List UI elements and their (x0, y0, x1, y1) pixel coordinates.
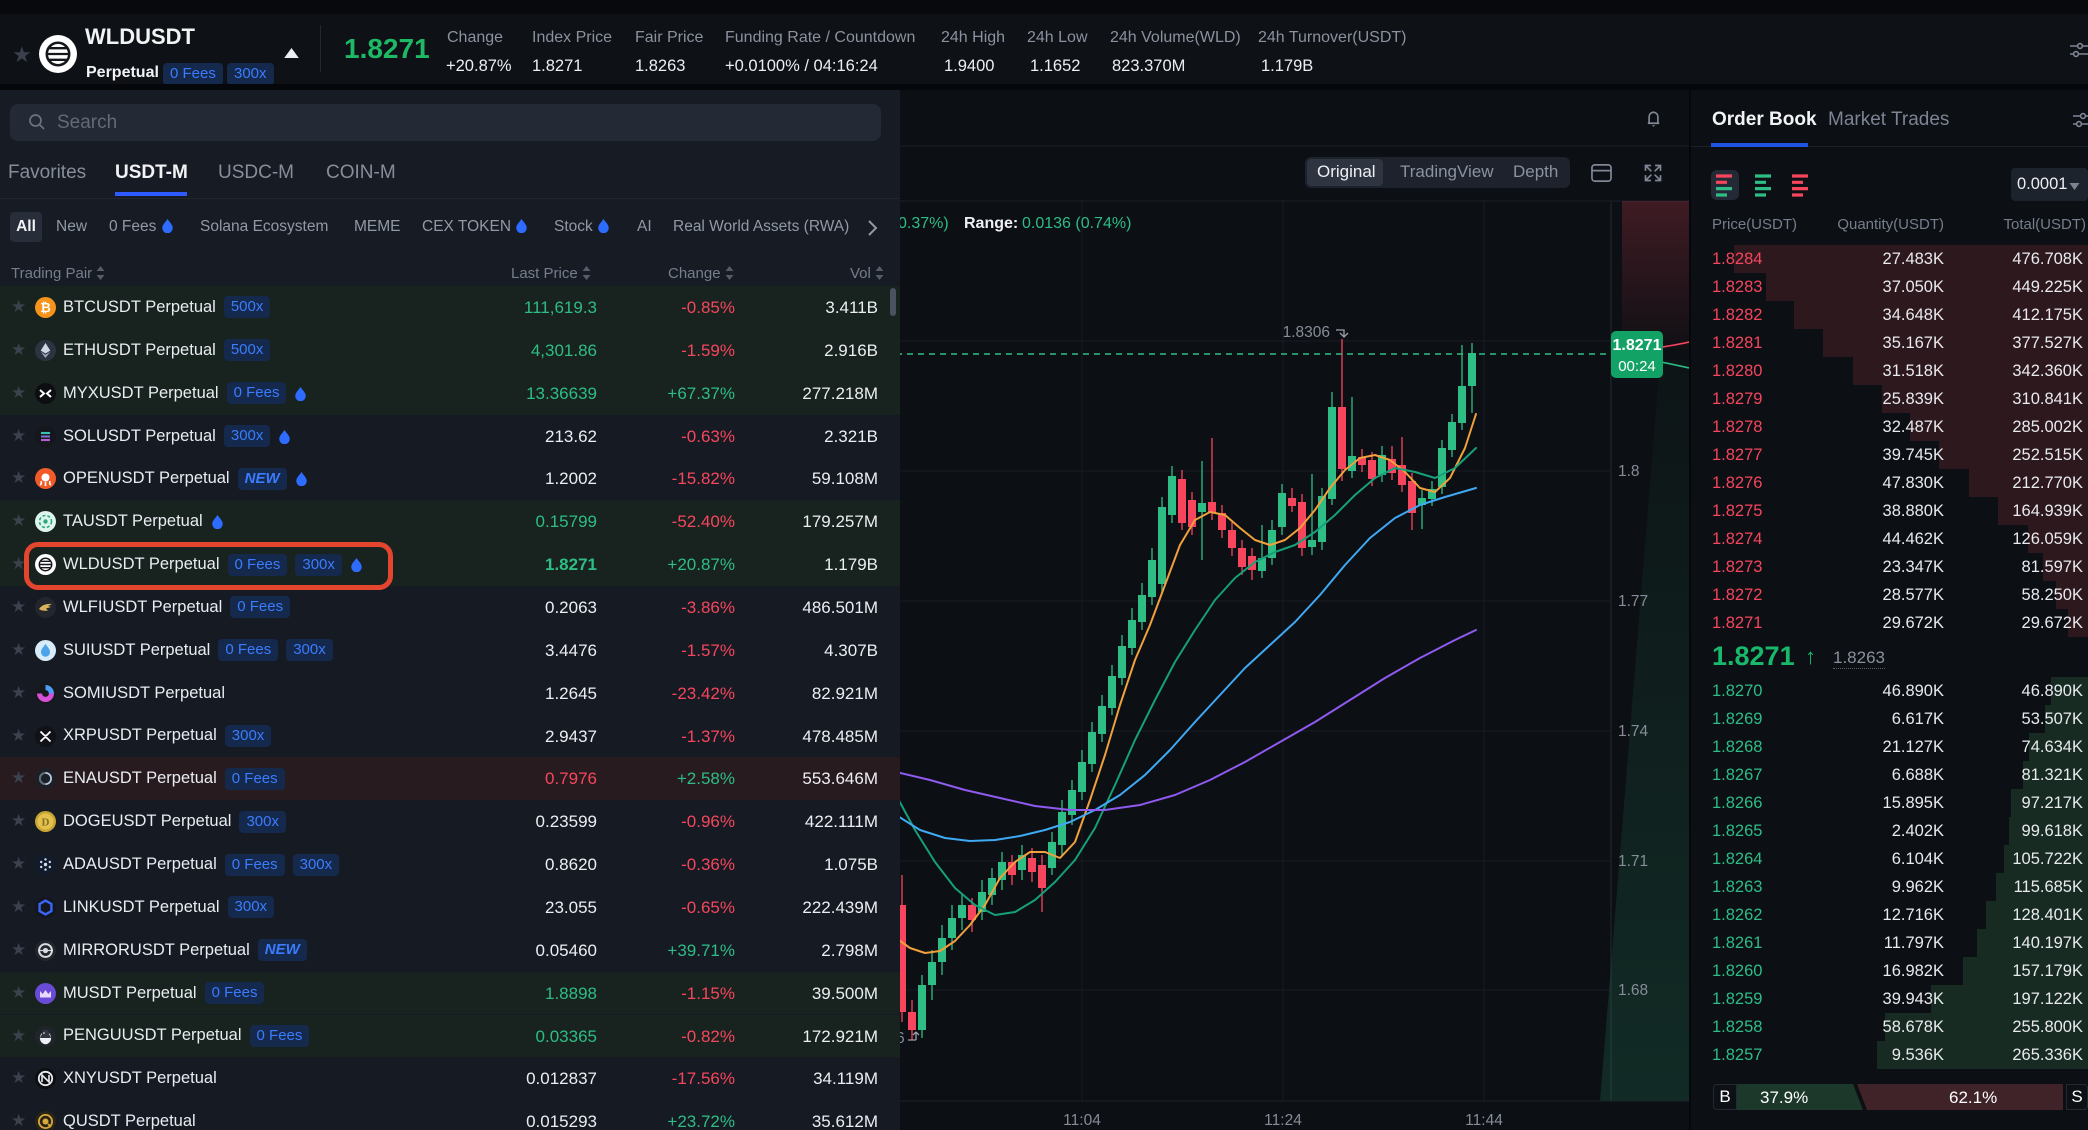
svg-text:D: D (42, 817, 50, 829)
svg-text:0.37%): 0.37%) (898, 215, 949, 232)
svg-text:₿: ₿ (40, 300, 51, 315)
svg-text:0.0136 (0.74%): 0.0136 (0.74%) (1022, 215, 1131, 232)
svg-text:1.71: 1.71 (1618, 853, 1648, 870)
svg-text:1.8306: 1.8306 (1283, 324, 1330, 341)
svg-text:1.8: 1.8 (1618, 463, 1640, 480)
svg-text:Range:: Range: (964, 215, 1018, 232)
svg-text:1.68: 1.68 (1618, 982, 1648, 999)
svg-text:00:24: 00:24 (1618, 358, 1656, 375)
svg-text:1.74: 1.74 (1618, 723, 1649, 740)
svg-text:1.77: 1.77 (1618, 593, 1648, 610)
svg-text:1.8271: 1.8271 (1613, 337, 1662, 354)
svg-text:11:44: 11:44 (1465, 1112, 1503, 1129)
svg-text:11:24: 11:24 (1264, 1112, 1302, 1129)
svg-text:11:04: 11:04 (1063, 1112, 1101, 1129)
svg-text:6: 6 (896, 1030, 905, 1047)
